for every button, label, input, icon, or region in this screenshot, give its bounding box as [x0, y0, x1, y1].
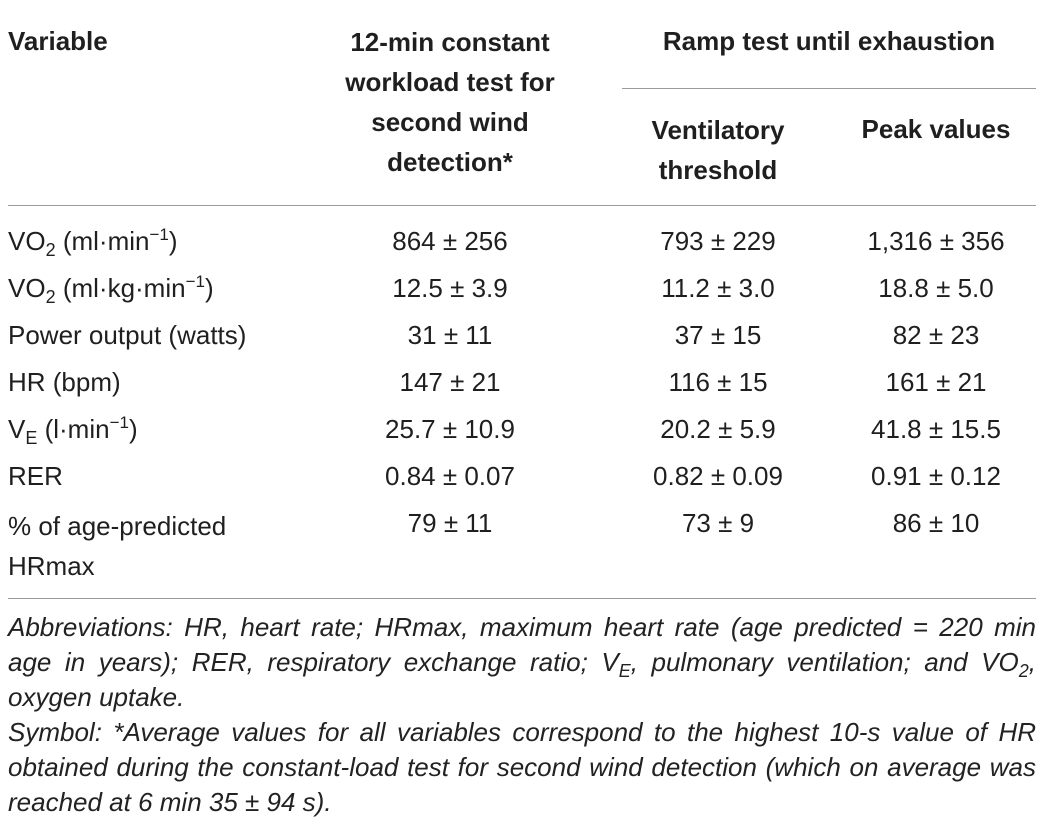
header-variable: Variable — [8, 26, 108, 56]
header-ramp-group: Ramp test until exhaustion — [662, 26, 996, 56]
row-5-ventilatory: 20.2 ± 5.9 — [660, 414, 776, 444]
row-1-constant: 864 ± 256 — [392, 226, 508, 256]
row-3-peak: 82 ± 23 — [892, 320, 980, 350]
row-5-label: VE (l·min−1) — [8, 412, 138, 448]
row-7-label-line-1: % of age-predicted — [8, 511, 227, 541]
row-3-constant: 31 ± 11 — [407, 320, 493, 350]
header-constant-test: 12-min constant workload test for second… — [300, 22, 600, 182]
row-1-unit-sup: −1 — [149, 225, 169, 244]
row-2-unit-sup: −1 — [185, 272, 205, 291]
row-2-label: VO2 (ml·kg·min−1) — [8, 271, 214, 307]
row-2-label-sub: 2 — [45, 287, 56, 307]
table-bottom-rule — [8, 598, 1036, 599]
row-5-unit-sup: −1 — [109, 413, 129, 432]
footnote-abbr-sub-1: E — [618, 661, 631, 681]
header-constant-line-2: workload test for — [345, 67, 555, 97]
row-2-constant: 12.5 ± 3.9 — [392, 273, 508, 303]
header-constant-line-1: 12-min constant — [350, 27, 550, 57]
row-1-label-base: VO — [8, 226, 46, 256]
header-ventilatory-line-2: threshold — [658, 155, 778, 185]
row-6-label: RER — [8, 461, 63, 491]
row-6-constant: 0.84 ± 0.07 — [385, 461, 515, 491]
row-6-peak: 0.91 ± 0.12 — [871, 461, 1001, 491]
ramp-group-rule — [622, 88, 1036, 89]
header-bottom-rule — [8, 205, 1036, 206]
row-2-unit-post: ) — [204, 273, 214, 303]
row-7-label-line-2: HRmax — [8, 551, 95, 581]
header-peak: Peak values — [861, 114, 1011, 144]
footnote-abbr-text-1: Abbreviations: HR, heart rate; HRmax, ma… — [8, 612, 1036, 677]
row-7-constant: 79 ± 11 — [407, 508, 493, 538]
row-2-label-base: VO — [8, 273, 46, 303]
header-constant-line-4: detection* — [387, 147, 513, 177]
header-constant-line-3: second wind — [371, 107, 529, 137]
row-3-label: Power output (watts) — [8, 320, 247, 350]
row-5-peak: 41.8 ± 15.5 — [871, 414, 1001, 444]
footnote-abbreviations: Abbreviations: HR, heart rate; HRmax, ma… — [8, 610, 1036, 715]
row-4-constant: 147 ± 21 — [399, 367, 501, 397]
row-1-peak: 1,316 ± 356 — [867, 226, 1005, 256]
row-1-label-sub: 2 — [45, 240, 56, 260]
row-2-peak: 18.8 ± 5.0 — [878, 273, 994, 303]
header-ventilatory: Ventilatory threshold — [620, 110, 816, 190]
row-1-unit-pre: (ml·min — [55, 226, 150, 256]
row-4-peak: 161 ± 21 — [885, 367, 987, 397]
row-4-ventilatory: 116 ± 15 — [668, 367, 768, 397]
row-5-unit-pre: (l·min — [37, 414, 110, 444]
row-2-unit-pre: (ml·kg·min — [55, 273, 186, 303]
footnote-abbr-text-2: , pulmonary ventilation; and VO — [630, 647, 1019, 677]
footnote-abbr-text-3: , oxygen uptake. — [8, 647, 1036, 712]
row-1-label: VO2 (ml·min−1) — [8, 224, 178, 260]
row-2-ventilatory: 11.2 ± 3.0 — [661, 273, 775, 303]
row-3-ventilatory: 37 ± 15 — [674, 320, 762, 350]
row-1-unit-post: ) — [168, 226, 178, 256]
footnote-abbr-sub-2: 2 — [1018, 661, 1029, 681]
row-5-constant: 25.7 ± 10.9 — [385, 414, 515, 444]
row-5-label-base: V — [8, 414, 26, 444]
row-4-label: HR (bpm) — [8, 367, 121, 397]
row-1-ventilatory: 793 ± 229 — [660, 226, 776, 256]
row-7-peak: 86 ± 10 — [892, 508, 980, 538]
header-ventilatory-line-1: Ventilatory — [651, 115, 785, 145]
row-7-ventilatory: 73 ± 9 — [681, 508, 755, 538]
footnote-symbol: Symbol: *Average values for all variable… — [8, 717, 1036, 817]
row-5-unit-post: ) — [128, 414, 138, 444]
row-7-label: % of age-predicted HRmax — [8, 506, 226, 586]
row-5-label-sub: E — [25, 428, 38, 448]
row-6-ventilatory: 0.82 ± 0.09 — [653, 461, 783, 491]
